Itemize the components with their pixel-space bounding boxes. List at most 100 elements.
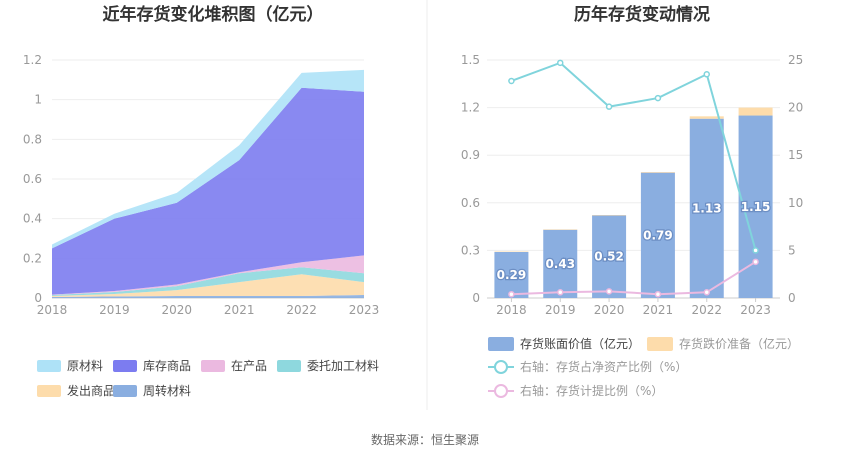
- right-y-tick: 0: [472, 291, 480, 305]
- bar-value-label: 1.15: [741, 200, 771, 214]
- right-legend-swatch: [488, 337, 514, 351]
- left-y-axis: 0 0.2 0.4 0.6 0.8 1 1.2: [23, 53, 42, 305]
- line-series-0: [511, 61, 757, 251]
- right-legend: 存货账面价值（亿元） 存货跌价准备（亿元） 右轴：存货占净资产比例（%） 右轴：存货计…: [488, 336, 799, 398]
- line-point-0: [557, 59, 564, 67]
- right-y2-tick: 5: [788, 243, 796, 257]
- left-legend-swatch: [37, 385, 61, 397]
- left-legend-label: 发出商品: [67, 383, 115, 398]
- area-委托加工材料: [52, 267, 364, 297]
- line-point-0: [752, 247, 759, 254]
- line-point-1: [703, 289, 710, 296]
- area-周转材料: [52, 295, 364, 298]
- bar-impairment: [689, 116, 724, 119]
- area-原材料: [52, 69, 364, 249]
- line-point-0: [703, 71, 710, 78]
- line-point-1: [508, 290, 515, 298]
- right-y-tick: 1.2: [461, 101, 480, 115]
- left-legend-label: 周转材料: [143, 383, 191, 398]
- source-note: 数据来源：恒生聚源: [371, 432, 479, 447]
- left-y-tick: 0: [34, 291, 42, 305]
- right-y-tick: 0.3: [461, 243, 480, 257]
- right-y-tick: 1.5: [461, 53, 480, 67]
- left-x-tick: 2023: [349, 303, 380, 317]
- left-x-tick: 2020: [162, 303, 193, 317]
- line-point-1: [752, 258, 759, 266]
- left-legend-swatch: [201, 360, 225, 372]
- left-chart-title: 近年存货变化堆积图（亿元）: [103, 4, 324, 25]
- left-x-tick: 2019: [99, 303, 130, 317]
- left-legend-swatch: [113, 385, 137, 397]
- left-x-tick: 2021: [224, 303, 255, 317]
- left-y-tick: 0.6: [23, 172, 42, 186]
- line-series-1: [511, 260, 757, 296]
- right-y-tick: 0.9: [461, 148, 480, 162]
- right-bar-labels: 0.29 0.43 0.52 0.79 1.13 1.15: [495, 199, 771, 284]
- right-y2-tick: 10: [788, 196, 803, 210]
- left-y-tick: 0.4: [23, 212, 42, 226]
- left-legend-label: 原材料: [67, 359, 103, 373]
- area-库存商品: [52, 87, 364, 295]
- left-y-tick: 1: [34, 93, 42, 107]
- line-point-1: [605, 288, 613, 295]
- right-legend-marker: [494, 360, 508, 374]
- right-y2-tick: 0: [788, 291, 796, 305]
- left-y-tick: 0.2: [23, 251, 42, 265]
- left-x-axis: 2018 2019 2020 2021 2022 2023: [37, 303, 380, 317]
- line-point-0: [508, 77, 515, 85]
- bar-value-label: 0.52: [594, 250, 624, 264]
- right-y2-axis: 0 5 10 15 20 25: [788, 53, 803, 305]
- left-legend-swatch: [37, 360, 61, 372]
- left-legend-swatch: [113, 360, 137, 372]
- bar-value-label: 0.79: [643, 228, 673, 242]
- left-y-tick: 0.8: [23, 132, 42, 146]
- bar-impairment: [738, 107, 773, 116]
- left-legend-swatch: [277, 360, 301, 372]
- bar-value-label: 0.43: [545, 257, 575, 271]
- line-point-1: [557, 289, 564, 296]
- line-point-0: [605, 103, 613, 110]
- right-x-tick: 2018: [496, 303, 527, 317]
- bar-book-value: [543, 229, 578, 298]
- left-legend-label: 库存商品: [143, 358, 191, 373]
- right-x-tick: 2019: [545, 303, 576, 317]
- right-x-tick: 2020: [594, 303, 625, 317]
- right-y2-tick: 25: [788, 53, 803, 67]
- right-y2-tick: 20: [788, 101, 803, 115]
- right-x-tick: 2022: [691, 303, 722, 317]
- right-legend-label: 右轴：存货占净资产比例（%）: [520, 359, 687, 374]
- bar-book-value: [592, 215, 627, 298]
- right-legend-label: 存货账面价值（亿元）: [520, 336, 640, 351]
- right-legend-label: 存货跌价准备（亿元）: [679, 336, 799, 351]
- bar-value-label: 0.29: [497, 268, 527, 282]
- left-areas: [52, 69, 364, 298]
- right-legend-marker: [494, 384, 508, 398]
- right-lines: [508, 59, 759, 298]
- left-x-tick: 2018: [37, 303, 68, 317]
- right-y-tick: 0.6: [461, 196, 480, 210]
- line-point-1: [654, 290, 662, 298]
- bar-value-label: 1.13: [692, 201, 722, 215]
- right-y-axis: 0 0.3 0.6 0.9 1.2 1.5: [461, 53, 480, 305]
- right-legend-swatch: [647, 337, 673, 351]
- bar-book-value: [689, 118, 724, 298]
- right-legend-label: 右轴：存货计提比例（%）: [520, 383, 663, 398]
- bar-book-value: [494, 251, 529, 298]
- right-chart-title: 历年存货变动情况: [574, 4, 710, 25]
- left-legend-label: 委托加工材料: [307, 359, 379, 373]
- right-grid: [487, 59, 780, 299]
- right-x-tick: 2021: [643, 303, 674, 317]
- left-legend-label: 在产品: [231, 359, 267, 373]
- left-x-tick: 2022: [286, 303, 317, 317]
- area-在产品: [52, 255, 364, 296]
- bar-book-value: [640, 172, 675, 298]
- area-发出商品: [52, 274, 364, 298]
- left-y-tick: 1.2: [23, 53, 42, 67]
- right-bars: [494, 107, 773, 299]
- right-x-axis: 2018 2019 2020 2021 2022 2023: [496, 298, 771, 317]
- bar-impairment: [640, 172, 675, 173]
- right-x-tick: 2023: [740, 303, 771, 317]
- line-point-0: [654, 94, 662, 102]
